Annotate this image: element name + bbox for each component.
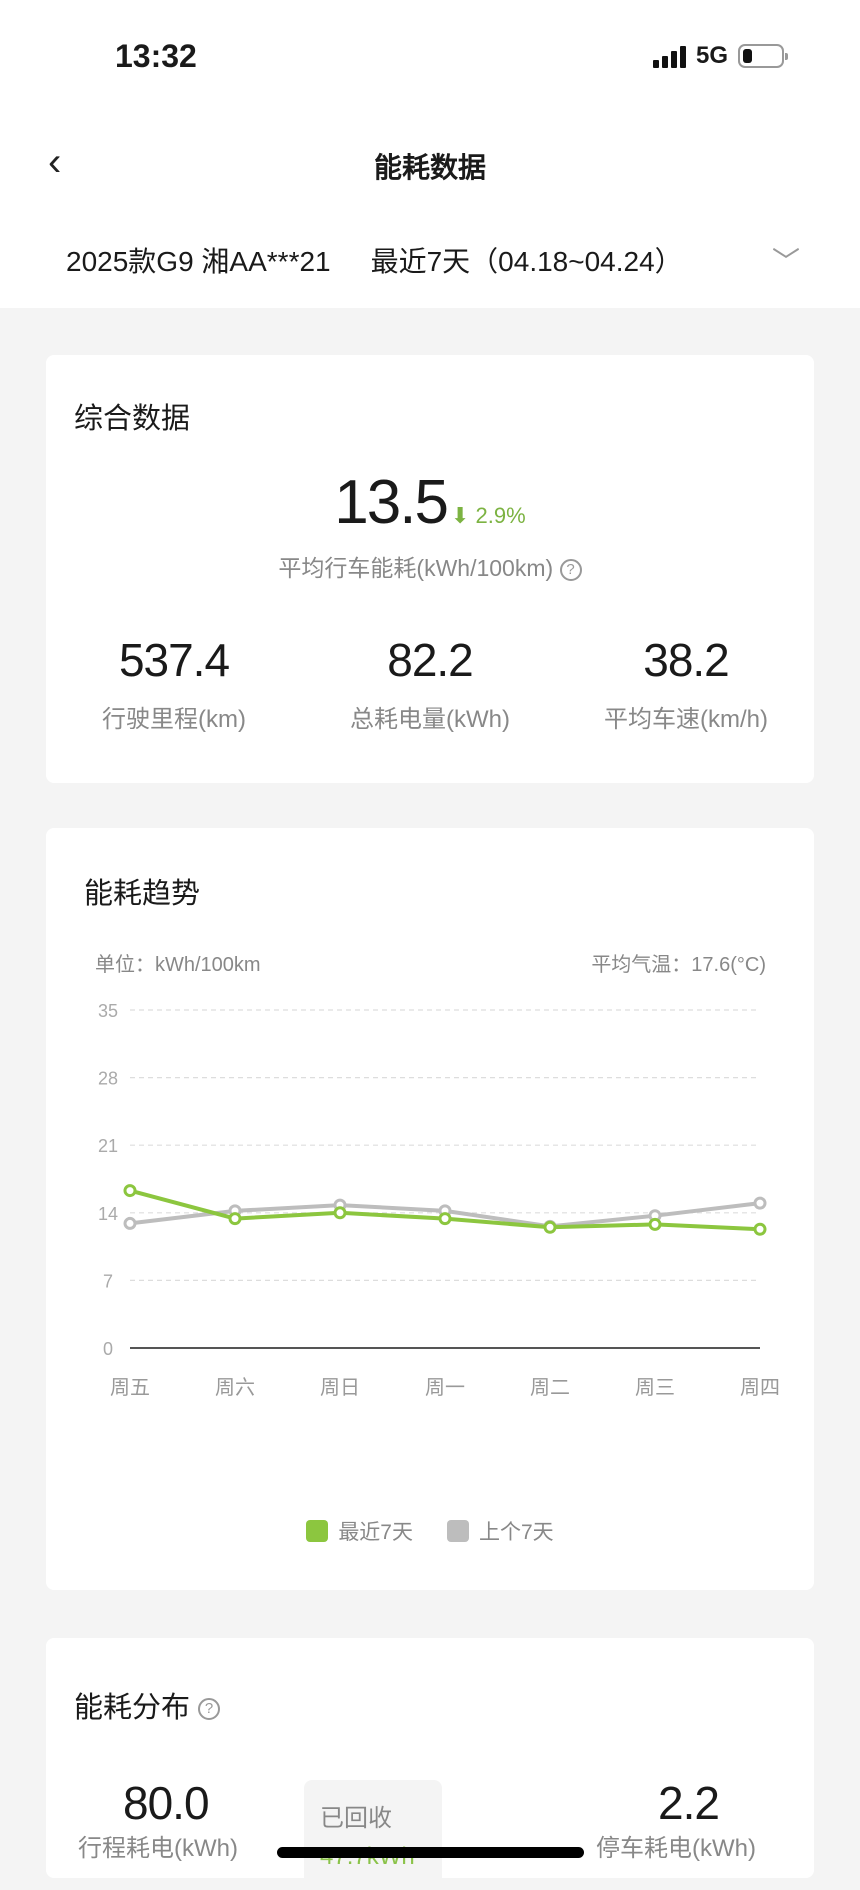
legend-previous[interactable]: 上个7天	[447, 1516, 554, 1546]
y-tick-label: 35	[98, 1001, 118, 1021]
trip-energy-value: 80.0	[123, 1777, 210, 1829]
y-tick-label: 0	[103, 1339, 113, 1359]
arrow-down-icon: ⬇	[450, 503, 470, 528]
avg-consumption-label: 平均行车能耗(kWh/100km)	[278, 555, 554, 581]
data-point	[123, 1216, 137, 1230]
battery-icon	[738, 44, 788, 68]
vehicle-label[interactable]: 2025款G9 湘AA***21	[66, 246, 331, 277]
x-tick-label: 周一	[425, 1377, 465, 1399]
y-tick-label: 7	[103, 1271, 113, 1291]
status-time: 13:32	[115, 38, 197, 74]
status-icons: 5G	[652, 42, 788, 70]
help-icon[interactable]: ?	[559, 558, 582, 581]
legend-current[interactable]: 最近7天	[306, 1516, 413, 1546]
trend-title: 能耗趋势	[84, 878, 201, 910]
summary-card: 综合数据 13.5 ⬇ 2.9% 平均行车能耗(kWh/100km) ? 537.…	[46, 355, 814, 783]
summary-title: 综合数据	[74, 403, 191, 435]
trip-energy-label: 行程耗电(kWh)	[78, 1835, 238, 1862]
chevron-left-icon[interactable]: ‹	[48, 140, 62, 184]
recovered-tooltip: 已回收47.7kWh	[304, 1780, 442, 1890]
data-point	[438, 1212, 452, 1226]
back-button[interactable]: ‹	[48, 142, 78, 182]
x-tick-label: 周六	[215, 1376, 255, 1399]
data-point	[753, 1196, 767, 1210]
data-point	[543, 1220, 557, 1234]
y-tick-label: 28	[98, 1069, 118, 1089]
park-energy-label: 停车耗电(kWh)	[596, 1835, 756, 1862]
x-tick-label: 周五	[110, 1377, 150, 1399]
avg-temp-label: 平均气温：17.6(°C)	[591, 954, 766, 976]
y-tick-label: 21	[98, 1136, 118, 1156]
y-tick-label: 14	[98, 1204, 118, 1224]
trend-chart: 0 7 14 21 28 35 周五 周六 周日 周一 周二 周三 周四	[98, 1001, 780, 1399]
stat-total-energy: 82.2 总耗电量(kWh)	[350, 634, 510, 733]
avg-change: ⬇ 2.9%	[450, 503, 526, 528]
distribution-card: 能耗分布 ? 80.0 行程耗电(kWh) 已回收47.7kWh 2.2 停车耗…	[46, 1638, 814, 1890]
chevron-down-icon[interactable]: ﹀	[771, 246, 800, 277]
distribution-title: 能耗分布	[74, 1692, 191, 1724]
network-type: 5G	[695, 42, 728, 69]
home-indicator[interactable]	[277, 1847, 584, 1858]
trend-card: 能耗趋势 单位：kWh/100km 平均气温：17.6(°C) 0 7 14 21 28…	[46, 828, 814, 1590]
stat-avg-speed: 38.2 平均车速(km/h)	[604, 634, 768, 733]
data-point	[753, 1222, 767, 1236]
data-point	[123, 1184, 137, 1198]
park-energy-value: 2.2	[658, 1777, 720, 1829]
page-title: 能耗数据	[373, 152, 486, 183]
top-area: 13:32 5G ‹ 能耗数据 2025款G9 湘AA***21 最近7天（04…	[0, 0, 860, 308]
data-point	[648, 1217, 662, 1231]
unit-label: 单位：kWh/100km	[95, 954, 261, 976]
x-tick-label: 周日	[320, 1377, 360, 1399]
chart-legend: 最近7天 上个7天	[46, 1516, 814, 1546]
period-label[interactable]: 最近7天（04.18~04.24）	[370, 246, 683, 277]
stat-mileage: 537.4 行驶里程(km)	[102, 634, 246, 733]
signal-icon	[652, 44, 686, 68]
avg-consumption-value: 13.5	[334, 468, 449, 537]
help-icon[interactable]: ?	[198, 1698, 221, 1721]
data-point	[228, 1212, 242, 1226]
x-tick-label: 周四	[740, 1377, 780, 1399]
x-tick-label: 周三	[635, 1377, 675, 1399]
vehicle-period-selector[interactable]: 2025款G9 湘AA***21 最近7天（04.18~04.24） ﹀	[66, 240, 800, 280]
data-point	[333, 1206, 347, 1220]
stats-row: 537.4 行驶里程(km) 82.2 总耗电量(kWh) 38.2 平均车速(km/…	[46, 633, 814, 734]
x-tick-label: 周二	[530, 1377, 570, 1399]
